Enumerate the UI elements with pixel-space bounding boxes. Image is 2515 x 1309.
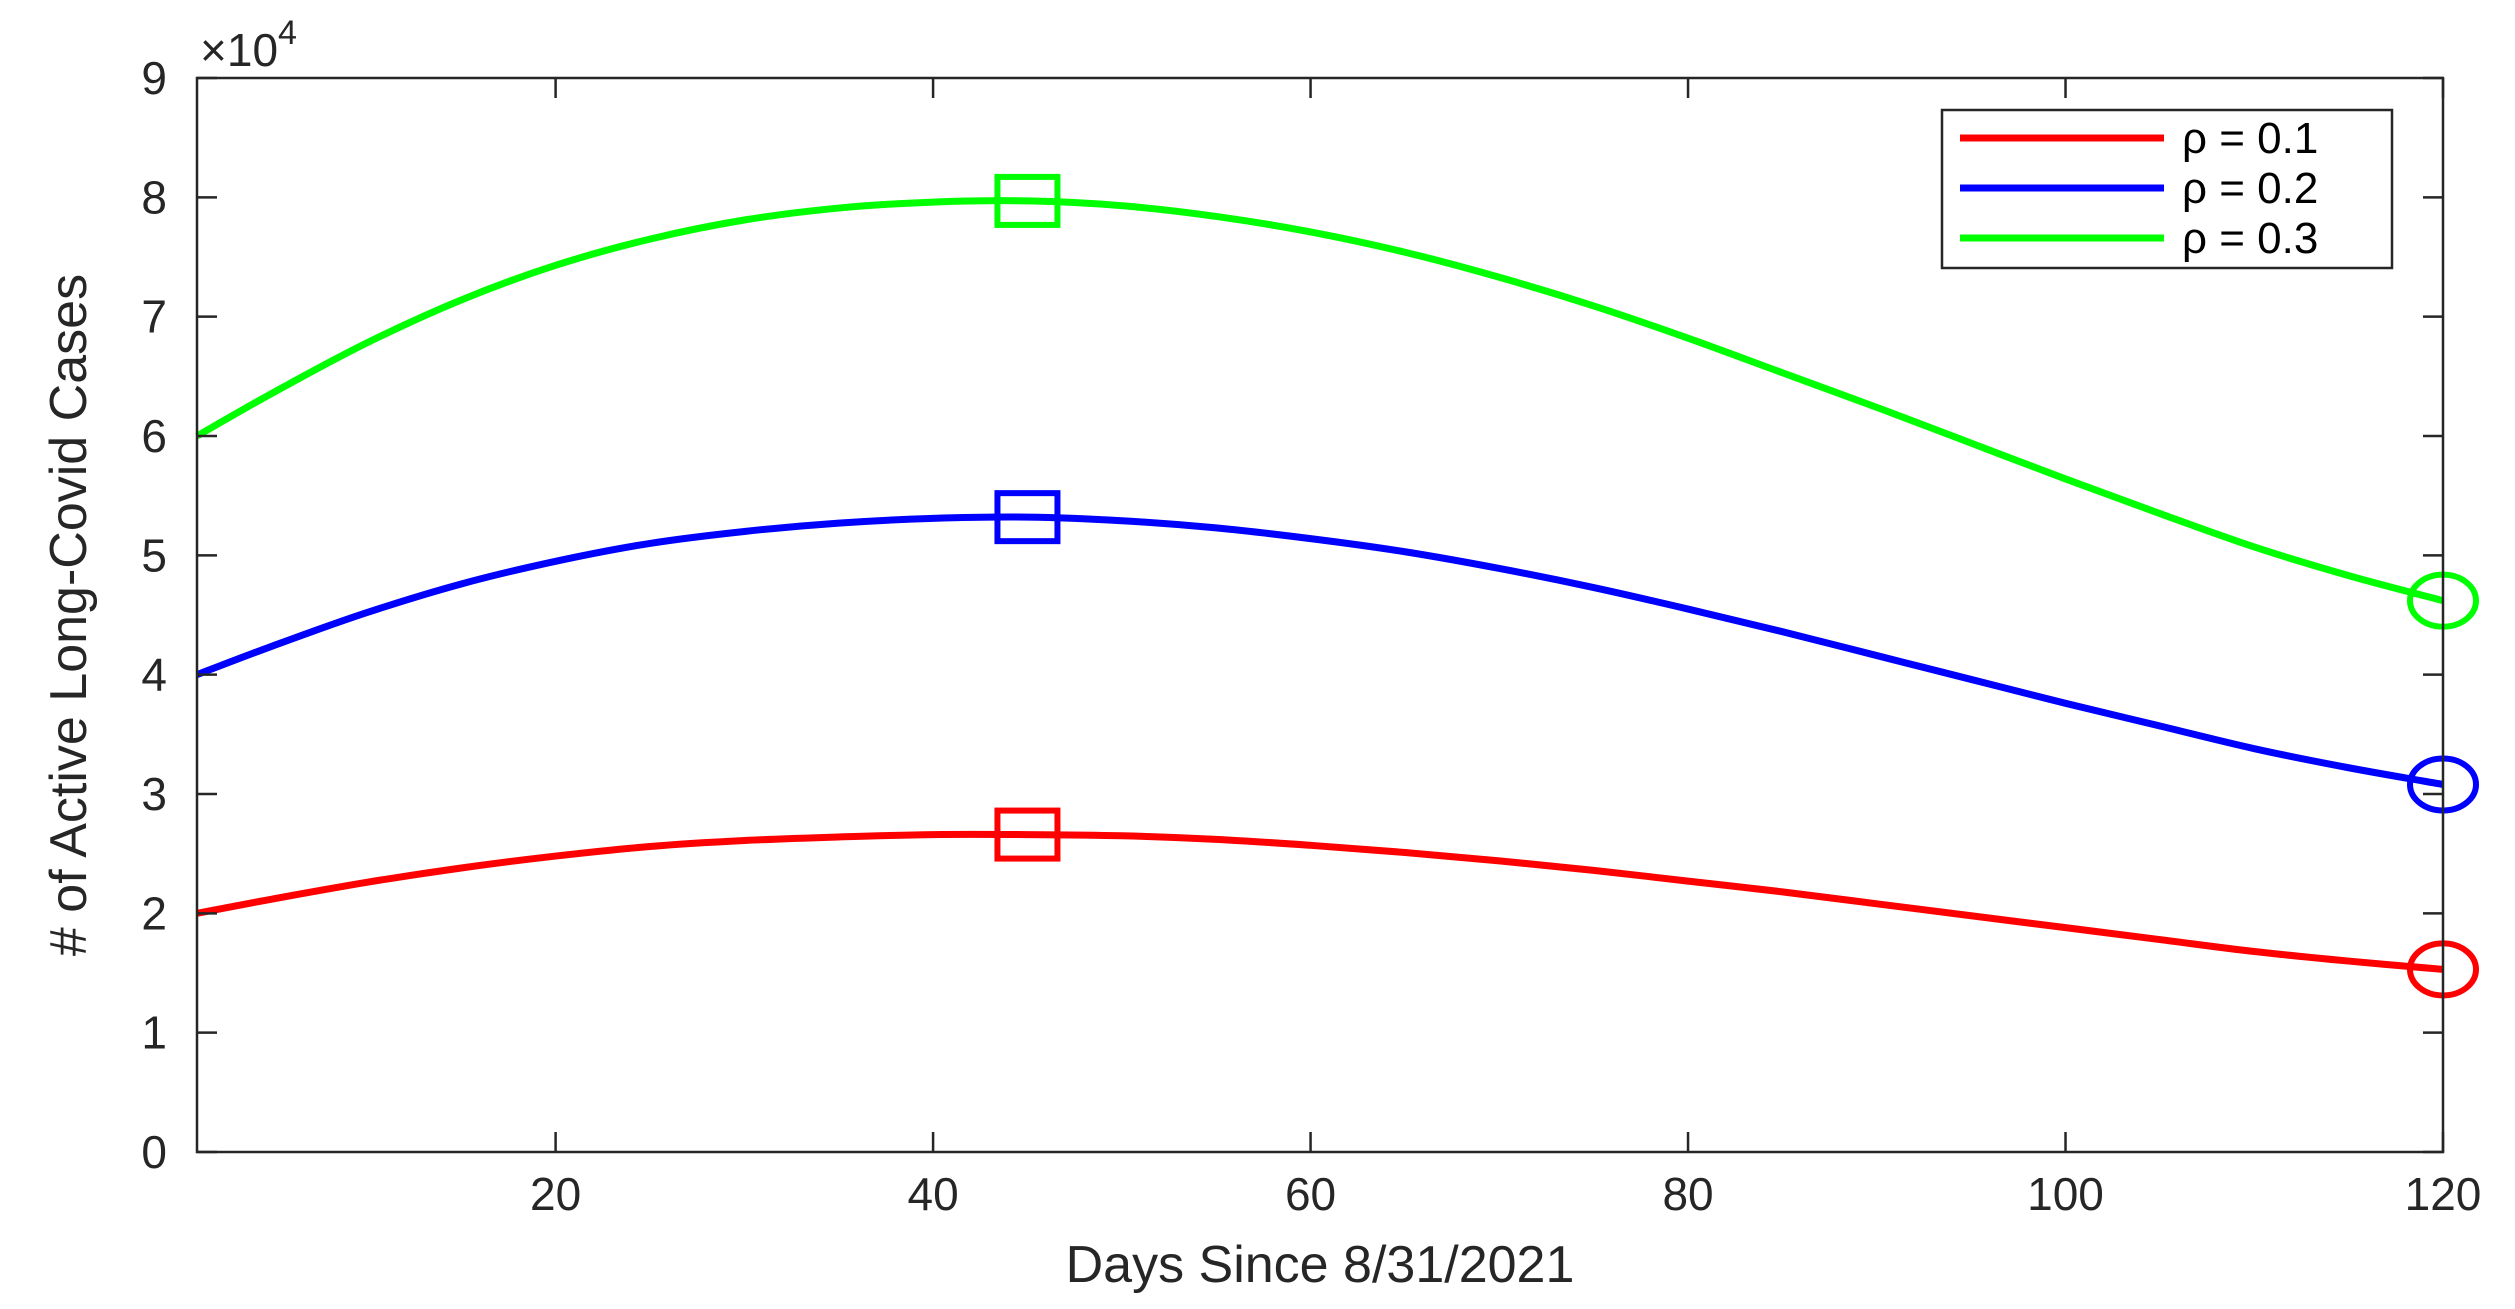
x-tick-label: 120 — [2405, 1168, 2482, 1220]
y-tick-label: 1 — [141, 1007, 167, 1059]
peak-marker-square-3 — [994, 173, 1061, 228]
axis-ticks: 20 40 60 80 100 120 0 1 2 3 4 5 6 7 8 9 — [141, 52, 2481, 1220]
y-tick-label: 8 — [141, 171, 167, 223]
y-multiplier-exponent: 4 — [278, 14, 297, 52]
y-tick-label: 5 — [141, 529, 167, 581]
x-tick-label: 80 — [1662, 1168, 1713, 1220]
y-tick-label: 9 — [141, 52, 167, 104]
y-tick-label: 0 — [141, 1126, 167, 1178]
y-multiplier-base: ×10 — [200, 24, 278, 76]
y-tick-label: 6 — [141, 410, 167, 462]
x-tick-label: 20 — [530, 1168, 581, 1220]
peak-marker-square-2 — [994, 490, 1061, 545]
legend: ρ = 0.1ρ = 0.2ρ = 0.3 — [1940, 108, 2394, 270]
legend-label-3: ρ = 0.3 — [2182, 214, 2318, 263]
y-axis-multiplier: ×104 — [200, 14, 297, 76]
y-tick-label: 3 — [141, 768, 167, 820]
legend-label-1: ρ = 0.1 — [2182, 114, 2318, 163]
x-tick-label: 60 — [1285, 1168, 1336, 1220]
series-line-2 — [195, 513, 2444, 788]
y-tick-label: 2 — [141, 887, 167, 939]
peak-marker-square-1 — [994, 807, 1061, 862]
y-tick-label: 4 — [141, 649, 167, 701]
x-tick-label: 40 — [907, 1168, 958, 1220]
y-tick-label: 7 — [141, 291, 167, 343]
legend-label-2: ρ = 0.2 — [2182, 164, 2318, 213]
x-axis-label: Days Since 8/31/2021 — [1066, 1236, 1575, 1294]
series-line-1 — [196, 830, 2444, 973]
legend-entries: ρ = 0.1ρ = 0.2ρ = 0.3 — [1960, 114, 2318, 263]
series-line-3 — [195, 197, 2444, 605]
series-lines — [195, 197, 2444, 973]
y-axis-label: # of Active Long-Covid Cases — [40, 274, 98, 956]
plot-area-frame — [195, 76, 2445, 1154]
x-tick-label: 100 — [2027, 1168, 2104, 1220]
